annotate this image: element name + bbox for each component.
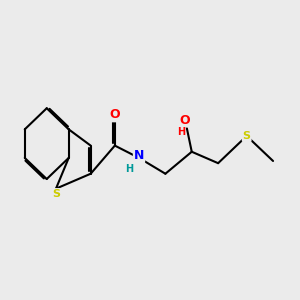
Text: O: O xyxy=(110,108,120,121)
Text: H: H xyxy=(125,164,134,174)
Text: S: S xyxy=(52,189,60,199)
Text: O: O xyxy=(180,114,190,127)
Text: N: N xyxy=(134,149,144,162)
Text: H: H xyxy=(177,128,185,137)
Text: S: S xyxy=(243,131,251,141)
